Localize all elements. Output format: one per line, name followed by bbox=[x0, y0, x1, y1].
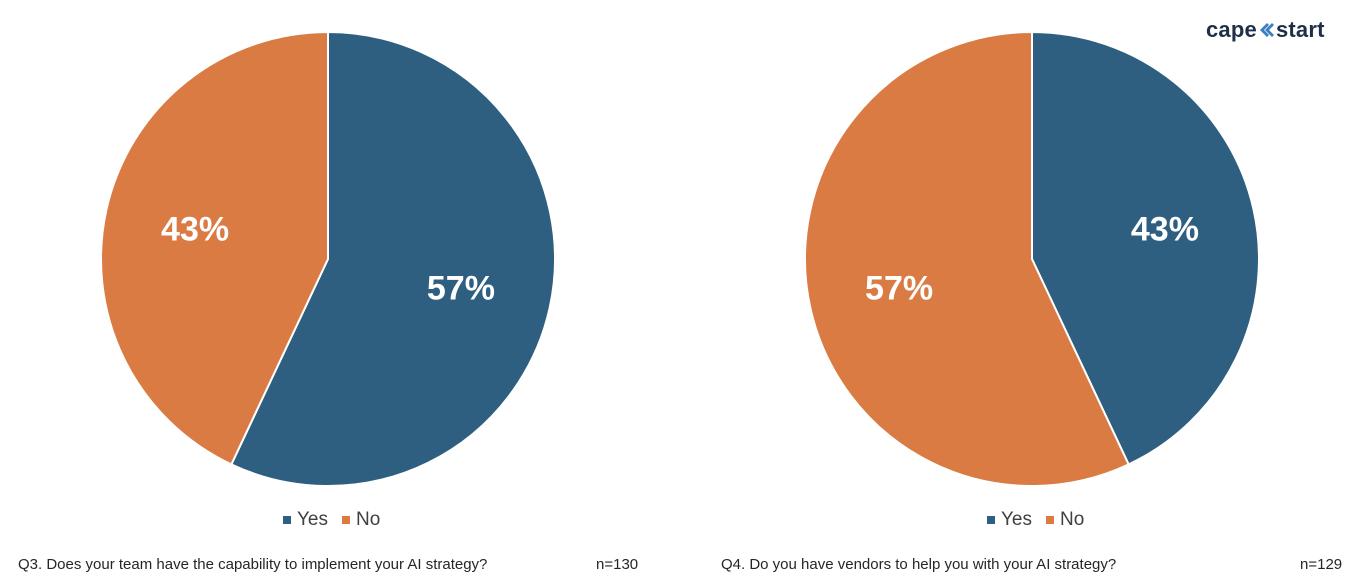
legend-label-no: No bbox=[356, 509, 381, 530]
pie-chart-q3: 57% 43% bbox=[100, 30, 556, 487]
legend-swatch-no bbox=[1046, 516, 1054, 524]
legend-item-no: No bbox=[342, 509, 380, 531]
legend-swatch-yes bbox=[283, 516, 291, 524]
legend-label-no: No bbox=[1060, 509, 1085, 530]
logo-text-start: start bbox=[1275, 17, 1325, 42]
logo-text-cape: cape bbox=[1206, 17, 1257, 42]
question-q3: Q3. Does your team have the capability t… bbox=[18, 555, 488, 573]
data-label-q3-no: 43% bbox=[161, 210, 229, 248]
sample-size-q4: n=129 bbox=[1300, 555, 1343, 573]
sample-size-q3: n=130 bbox=[596, 555, 639, 573]
logo-chevron-icon bbox=[1259, 23, 1274, 37]
legend-q4: Yes No bbox=[987, 508, 1098, 532]
data-label-q4-yes: 43% bbox=[1131, 210, 1199, 248]
pie-slice-q4-yes bbox=[1031, 30, 1260, 466]
legend-item-no: No bbox=[1046, 509, 1084, 531]
legend-item-yes: Yes bbox=[987, 509, 1032, 531]
legend-swatch-yes bbox=[987, 516, 995, 524]
pie-chart-q4: 43% 57% bbox=[804, 30, 1260, 487]
legend-label-yes: Yes bbox=[297, 509, 328, 530]
question-q4: Q4. Do you have vendors to help you with… bbox=[721, 555, 1117, 573]
legend-item-yes: Yes bbox=[283, 509, 328, 531]
capestart-logo: cape start bbox=[1206, 14, 1325, 46]
pie-slice-q4-no bbox=[804, 30, 1130, 487]
pie-slice-q3-yes bbox=[230, 30, 556, 487]
data-label-q3-yes: 57% bbox=[427, 270, 495, 308]
data-label-q4-no: 57% bbox=[865, 270, 933, 308]
legend-q3: Yes No bbox=[283, 508, 394, 532]
pie-slice-q3-no bbox=[100, 30, 329, 466]
legend-label-yes: Yes bbox=[1001, 509, 1032, 530]
legend-swatch-no bbox=[342, 516, 350, 524]
